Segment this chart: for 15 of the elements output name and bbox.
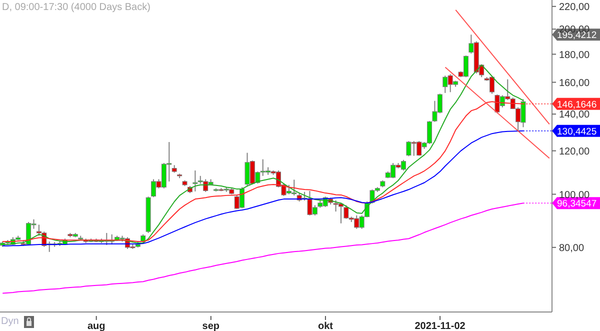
x-tick-label: okt: [318, 321, 334, 331]
y-tick-label: 140,00: [559, 110, 590, 121]
y-tick-label: 160,00: [559, 78, 590, 89]
text: Dyn: [1, 316, 19, 328]
x-tick-label: sep: [202, 321, 220, 331]
data-label: 96,34547: [557, 198, 597, 210]
data-label: 146,1646: [557, 99, 597, 110]
y-tick-label: 120,00: [559, 146, 590, 158]
chart-title: D, 09:00-17:30 (4000 Days Back): [2, 2, 150, 13]
y-tick-label: 180,00: [559, 50, 590, 61]
y-tick-label: 80,00: [559, 242, 584, 254]
data-label: 130,4425: [557, 126, 597, 138]
x-tick-label: 2021-11-02: [414, 321, 466, 331]
y-tick-label: 220,00: [559, 2, 590, 13]
x-tick-label: aug: [87, 321, 106, 331]
